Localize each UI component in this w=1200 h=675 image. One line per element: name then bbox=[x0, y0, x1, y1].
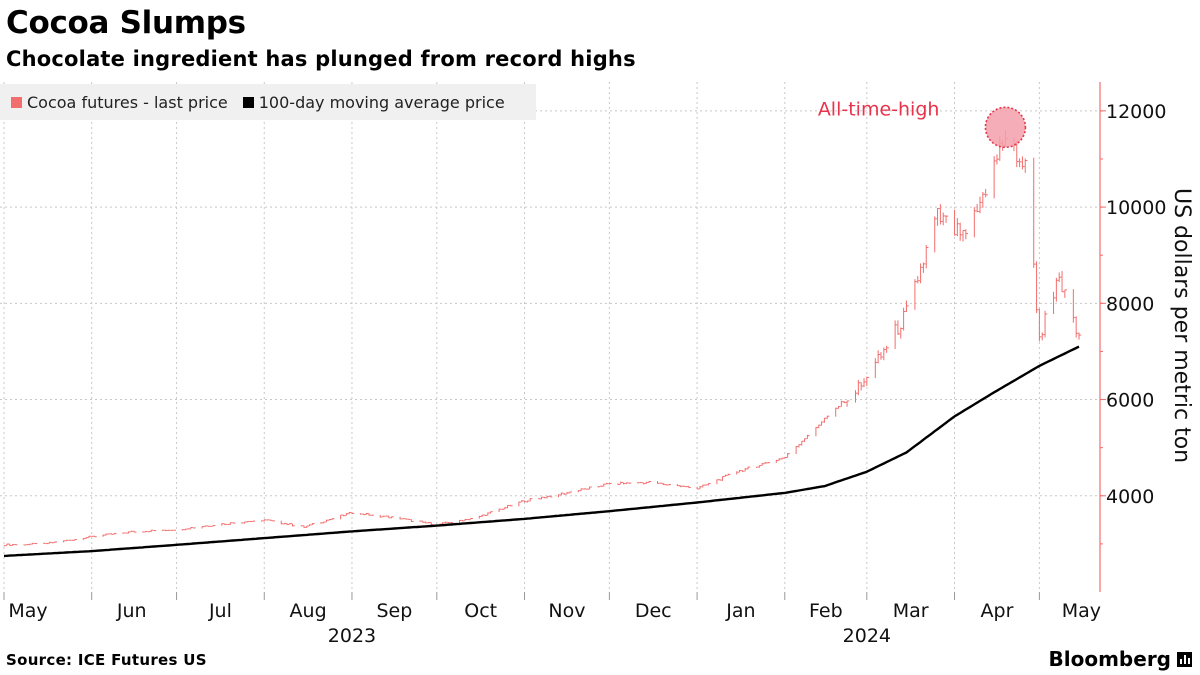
x-tick-label: Jul bbox=[208, 600, 232, 622]
x-tick-label: Mar bbox=[893, 600, 929, 622]
x-tick-label: Jan bbox=[725, 600, 755, 622]
x-tick-label: Aug bbox=[290, 600, 327, 622]
legend-item-price: Cocoa futures - last price bbox=[11, 93, 228, 112]
x-tick-label: Nov bbox=[548, 600, 585, 622]
chart-subtitle: Chocolate ingredient has plunged from re… bbox=[6, 47, 636, 71]
x-tick-label: Dec bbox=[635, 600, 672, 622]
y-tick-label: 10000 bbox=[1106, 197, 1166, 219]
brand-wordmark: Bloomberg bbox=[1048, 647, 1171, 671]
price-series bbox=[3, 130, 1082, 547]
x-tick-label: May bbox=[8, 600, 47, 622]
legend-item-average: 100-day moving average price bbox=[242, 92, 505, 112]
legend: Cocoa futures - last price 100-day movin… bbox=[0, 84, 536, 120]
x-tick-label: May bbox=[1062, 600, 1101, 622]
source-note: Source: ICE Futures US bbox=[6, 651, 207, 669]
y-tick-label: 6000 bbox=[1106, 390, 1154, 412]
legend-label-price: Cocoa futures - last price bbox=[27, 92, 228, 112]
all-time-high-label: All-time-high bbox=[818, 98, 940, 120]
y-axis-title: US dollars per metric ton bbox=[1169, 188, 1194, 463]
chart-title: Cocoa Slumps bbox=[6, 5, 246, 41]
chart-bars-icon bbox=[1177, 651, 1192, 667]
brand-logo: Bloomberg bbox=[1049, 647, 1192, 671]
x-tick-label: Sep bbox=[376, 600, 412, 622]
legend-label-average: 100-day moving average price bbox=[258, 92, 505, 112]
x-tick-label: Jun bbox=[116, 600, 147, 622]
legend-swatch-price bbox=[11, 96, 22, 108]
moving-average-line bbox=[3, 345, 1080, 558]
x-tick-label: Oct bbox=[464, 600, 497, 622]
y-tick-label: 4000 bbox=[1106, 486, 1154, 508]
legend-swatch-average bbox=[242, 96, 254, 108]
x-tick-label: Apr bbox=[981, 600, 1014, 622]
y-tick-label: 12000 bbox=[1106, 101, 1166, 123]
x-year-label: 2023 bbox=[328, 625, 376, 647]
x-tick-label: Feb bbox=[809, 600, 843, 622]
y-tick-label: 8000 bbox=[1106, 293, 1154, 315]
all-time-high-marker bbox=[984, 106, 1027, 149]
x-year-label: 2024 bbox=[843, 625, 891, 647]
